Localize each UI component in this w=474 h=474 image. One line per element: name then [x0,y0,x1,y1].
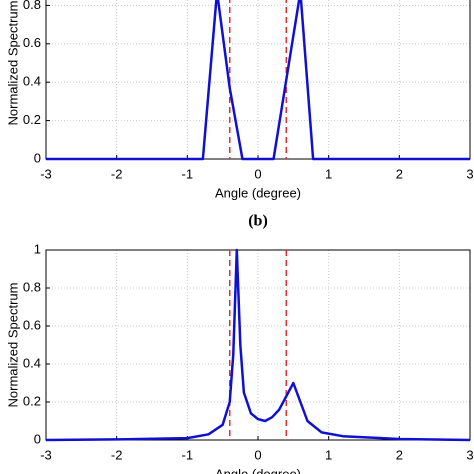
y-tick-label: 1 [34,241,41,256]
x-tick-label: 2 [396,447,403,462]
x-axis-label: Angle (degree) [215,185,301,200]
data-line [45,248,471,442]
x-tick-label: 1 [325,166,332,181]
y-tick-label: 0 [34,431,41,446]
y-tick-label: 0.6 [23,317,41,332]
x-tick-label: 3 [466,447,473,462]
x-tick-label: -2 [111,166,123,181]
x-tick-label: 0 [254,447,261,462]
y-axis-label: Normalized Spectrum [5,283,20,408]
x-tick-label: 1 [325,447,332,462]
x-tick-label: -3 [40,166,52,181]
x-tick-label: -3 [40,447,52,462]
x-axis-label: Angle (degree) [215,466,301,474]
y-tick-label: 0.4 [23,355,41,370]
x-tick-label: -2 [111,447,123,462]
y-tick-label: 0.8 [23,279,41,294]
x-tick-label: -1 [182,166,194,181]
axes-box [45,249,471,441]
y-axis-label: Normalized Spectrum [5,1,20,126]
y-tick-label: 0.2 [23,112,41,127]
x-tick-label: 0 [254,166,261,181]
y-tick-label: 0.4 [23,74,41,89]
caption: (b) [248,213,268,230]
x-tick-label: 3 [466,166,473,181]
y-tick-label: 0 [34,150,41,165]
x-tick-label: -1 [182,447,194,462]
data-line [46,0,470,161]
y-tick-label: 0.8 [23,0,41,12]
x-tick-label: 2 [396,166,403,181]
y-tick-label: 0.2 [23,393,41,408]
y-tick-label: 0.6 [23,35,41,50]
